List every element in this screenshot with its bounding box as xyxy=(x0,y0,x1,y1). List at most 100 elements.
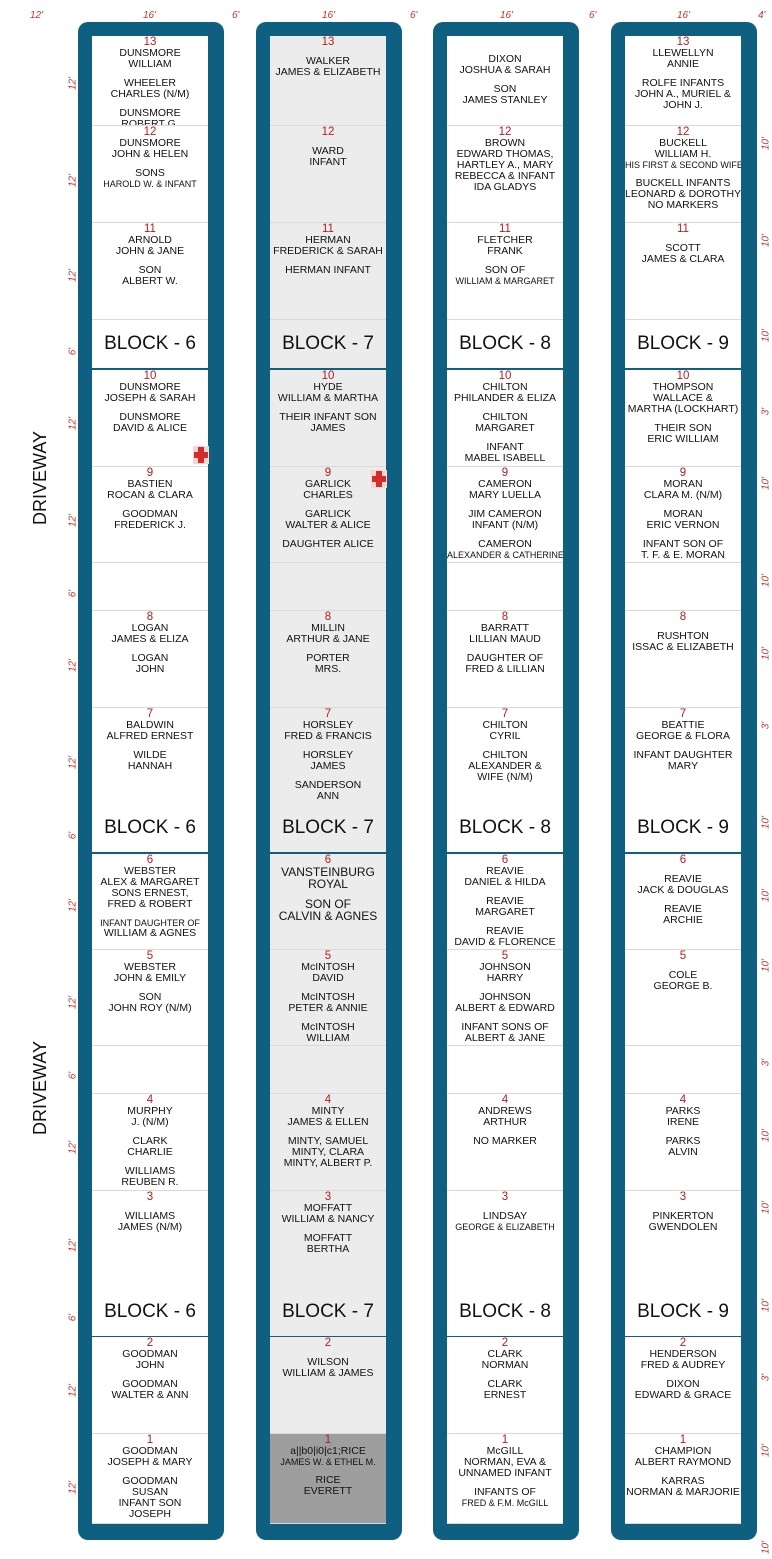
plot-row[interactable]: 2 WILSON WILLIAM & JAMES xyxy=(270,1337,386,1434)
plot-name: RICE xyxy=(315,1474,341,1486)
plot-row[interactable]: 9 CAMERON MARY LUELLA JIM CAMERON INFANT (N/… xyxy=(447,467,563,563)
plot-name: INFANT SON xyxy=(118,1497,182,1509)
plot-row[interactable] xyxy=(92,563,208,611)
plot-row[interactable]: 7 HORSLEY FRED & FRANCIS HORSLEY JAMES SANDER… xyxy=(270,708,386,806)
block-label: BLOCK - 9 xyxy=(625,1288,741,1336)
plot-row[interactable]: 3 LINDSAY GEORGE & ELIZABETH xyxy=(447,1191,563,1289)
block-6-plots: 13 DUNSMORE WILLIAM WHEELER CHARLES (N/M) DUN… xyxy=(92,36,208,1524)
plot-name: ERNEST xyxy=(483,1389,527,1401)
plot-row[interactable] xyxy=(625,563,741,611)
plot-row[interactable]: 3 MOFFATT WILLIAM & NANCY MOFFATT BERTHA xyxy=(270,1191,386,1289)
plot-name: NO MARKERS xyxy=(647,199,719,211)
plot-row[interactable]: 12 DUNSMORE JOHN & HELEN SONS HAROLD W. & IN… xyxy=(92,126,208,223)
plot-name: WILLIAM xyxy=(128,58,172,70)
plot-name: FRED & AUDREY xyxy=(640,1359,726,1371)
plot-name: MILLIN xyxy=(311,622,345,634)
plot-row[interactable]: 10 CHILTON PHILANDER & ELIZA CHILTON MARGARE… xyxy=(447,370,563,467)
plot-name: JOSHUA & SARAH xyxy=(459,64,551,76)
plot-row[interactable]: DIXON JOSHUA & SARAH SON JAMES STANLEY xyxy=(447,36,563,126)
dimension-label: 12' xyxy=(30,10,44,21)
plot-name: WILDE xyxy=(133,749,167,761)
plot-row[interactable]: 1 CHAMPION ALBERT RAYMOND KARRAS NORMAN & MA… xyxy=(625,1434,741,1524)
dimension-label: 10' xyxy=(760,136,772,151)
plot-row[interactable]: 11 SCOTT JAMES & CLARA xyxy=(625,223,741,320)
plot-name: ALFRED ERNEST xyxy=(106,730,194,742)
plot-name: LLEWELLYN xyxy=(652,47,714,59)
plot-name: INFANT xyxy=(486,441,524,453)
plot-name: CHARLES (N/M) xyxy=(110,88,190,100)
plot-row[interactable]: 13 LLEWELLYN ANNIE ROLFE INFANTS JOHN A., MU… xyxy=(625,36,741,126)
location-marker-icon[interactable] xyxy=(193,446,209,464)
plot-row[interactable]: 9 GARLICK CHARLES GARLICK WALTER & ALICE DAUG… xyxy=(270,467,386,563)
plot-row[interactable]: 11 HERMAN FREDERICK & SARAH HERMAN INFANT xyxy=(270,223,386,320)
plot-row[interactable]: 1 GOODMAN JOSEPH & MARY GOODMAN SUSAN INFANT … xyxy=(92,1434,208,1524)
location-marker-icon[interactable] xyxy=(371,470,387,488)
plot-row[interactable]: 10 HYDE WILLIAM & MARTHA THEIR INFANT SON JA… xyxy=(270,370,386,467)
plot-name: GOODMAN xyxy=(122,1348,178,1360)
dimension-label: 12' xyxy=(67,1140,79,1155)
plot-row[interactable]: 12 BROWN EDWARD THOMAS, HARTLEY A., MARY REB… xyxy=(447,126,563,223)
plot-row[interactable]: 12 WARD INFANT xyxy=(270,126,386,223)
plot-row[interactable]: 5 WEBSTER JOHN & EMILY SON JOHN ROY (N/M) xyxy=(92,950,208,1046)
plot-row[interactable]: 5 McINTOSH DAVID McINTOSH PETER & ANNIE McINT… xyxy=(270,950,386,1046)
plot-name: IDA GLADYS xyxy=(473,181,537,193)
plot-number: 3 xyxy=(501,1191,509,1203)
plot-name: ALVIN xyxy=(668,1146,698,1158)
plot-row[interactable]: 5 COLE GEORGE B. xyxy=(625,950,741,1046)
plot-row[interactable]: 8 BARRATT LILLIAN MAUD DAUGHTER OF FRED & LI… xyxy=(447,611,563,708)
plot-row[interactable]: 1 a||b0|i0|c1;RICE JAMES W. & ETHEL M. RICE… xyxy=(270,1434,386,1524)
plot-name: DUNSMORE xyxy=(119,411,181,423)
plot-row[interactable]: 7 CHILTON CYRIL CHILTON ALEXANDER & WIFE (N/M… xyxy=(447,708,563,806)
plot-row[interactable]: 5 JOHNSON HARRY JOHNSON ALBERT & EDWARD INFAN… xyxy=(447,950,563,1046)
plot-name: THOMPSON xyxy=(652,381,714,393)
plot-name: T. F. & E. MORAN xyxy=(640,549,725,561)
plot-row[interactable]: 11 ARNOLD JOHN & JANE SON ALBERT W. xyxy=(92,223,208,320)
dimension-label: 6' xyxy=(589,10,597,21)
plot-row[interactable]: 4 MURPHY J. (N/M) CLARK CHARLIE WILLIAMS REUBE… xyxy=(92,1094,208,1191)
plot-row[interactable]: 4 MINTY JAMES & ELLEN MINTY, SAMUEL MINTY, C… xyxy=(270,1094,386,1191)
plot-name: THEIR SON xyxy=(654,422,712,434)
plot-row[interactable]: 6 WEBSTER ALEX & MARGARET SONS ERNEST, FRED … xyxy=(92,854,208,950)
plot-row[interactable]: 2 HENDERSON FRED & AUDREY DIXON EDWARD & GRA… xyxy=(625,1337,741,1434)
plot-row[interactable]: 8 MILLIN ARTHUR & JANE PORTER MRS. xyxy=(270,611,386,708)
plot-row[interactable]: 11 FLETCHER FRANK SON OF WILLIAM & MARGARET xyxy=(447,223,563,320)
plot-row[interactable]: 2 GOODMAN JOHN GOODMAN WALTER & ANN xyxy=(92,1337,208,1434)
plot-row[interactable] xyxy=(625,1046,741,1094)
plot-row[interactable]: 7 BEATTIE GEORGE & FLORA INFANT DAUGHTER MAR… xyxy=(625,708,741,806)
plot-row[interactable]: 10 DUNSMORE JOSEPH & SARAH DUNSMORE DAVID & … xyxy=(92,370,208,467)
plot-row[interactable]: 10 THOMPSON WALLACE & MARTHA (LOCKHART) THEI… xyxy=(625,370,741,467)
dimension-label: 10' xyxy=(760,888,772,903)
plot-row[interactable]: 6 REAVIE DANIEL & HILDA REAVIE MARGARET REAVI… xyxy=(447,854,563,950)
plot-name: BUCKELL INFANTS xyxy=(635,177,731,189)
plot-row[interactable] xyxy=(270,563,386,611)
plot-row[interactable]: 12 BUCKELL WILLIAM H. HIS FIRST & SECOND WI… xyxy=(625,126,741,223)
plot-row[interactable]: 2 CLARK NORMAN CLARK ERNEST xyxy=(447,1337,563,1434)
dimension-label: 6' xyxy=(67,347,79,356)
plot-row[interactable]: 9 MORAN CLARA M. (N/M) MORAN ERIC VERNON INFA… xyxy=(625,467,741,563)
plot-name: GWENDOLEN xyxy=(648,1221,718,1233)
block-label: BLOCK - 7 xyxy=(270,320,386,368)
plot-row[interactable]: 8 LOGAN JAMES & ELIZA LOGAN JOHN xyxy=(92,611,208,708)
plot-row[interactable]: 7 BALDWIN ALFRED ERNEST WILDE HANNAH xyxy=(92,708,208,806)
plot-row[interactable] xyxy=(447,1046,563,1094)
plot-row[interactable]: 3 PINKERTON GWENDOLEN xyxy=(625,1191,741,1289)
plot-row[interactable] xyxy=(92,1046,208,1094)
plot-row[interactable]: 13 WALKER JAMES & ELIZABETH xyxy=(270,36,386,126)
plot-row[interactable]: 13 DUNSMORE WILLIAM WHEELER CHARLES (N/M) DUN… xyxy=(92,36,208,126)
plot-name: GARLICK xyxy=(304,508,352,520)
plot-row[interactable] xyxy=(447,563,563,611)
plot-row[interactable]: 8 RUSHTON ISSAC & ELIZABETH xyxy=(625,611,741,708)
plot-row[interactable]: 6 VANSTEINBURG ROYAL SON OF CALVIN & AGNES xyxy=(270,854,386,950)
plot-number: 12 xyxy=(498,126,512,138)
block-9: 13 LLEWELLYN ANNIE ROLFE INFANTS JOHN A., MU… xyxy=(611,22,757,1540)
plot-number: 5 xyxy=(501,950,509,962)
plot-row[interactable]: 4 PARKS IRENE PARKS ALVIN xyxy=(625,1094,741,1191)
plot-row[interactable]: 1 McGILL NORMAN, EVA & UNNAMED INFANT INFANT… xyxy=(447,1434,563,1524)
plot-row[interactable]: 6 REAVIE JACK & DOUGLAS REAVIE ARCHIE xyxy=(625,854,741,950)
plot-row[interactable] xyxy=(270,1046,386,1094)
plot-number: 13 xyxy=(321,36,335,48)
plot-row[interactable]: 3 WILLIAMS JAMES (N/M) xyxy=(92,1191,208,1289)
plot-name: HARRY xyxy=(486,972,524,984)
plot-row[interactable]: 9 BASTIEN ROCAN & CLARA GOODMAN FREDERICK J. xyxy=(92,467,208,563)
plot-row[interactable]: 4 ANDREWS ARTHUR NO MARKER xyxy=(447,1094,563,1191)
